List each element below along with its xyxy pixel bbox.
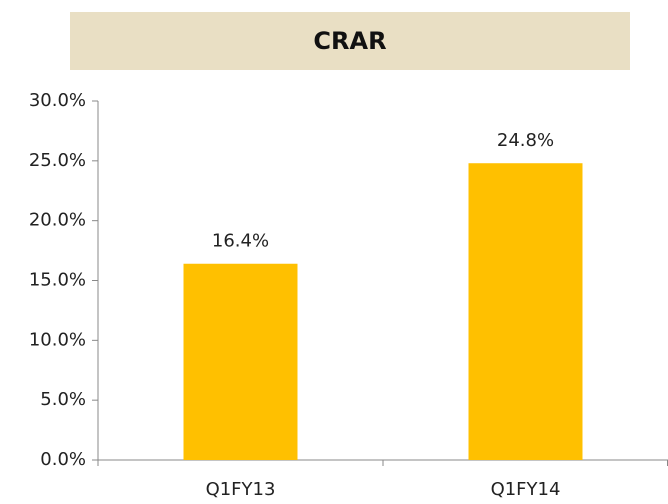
y-tick-label: 5.0% [40,389,86,410]
bar [183,263,298,460]
x-tick-label: Q1FY13 [206,479,276,500]
y-tick-label: 10.0% [29,329,86,350]
y-tick-label: 25.0% [29,150,86,171]
chart-title: CRAR [313,27,386,55]
x-tick-label: Q1FY14 [491,479,561,500]
y-tick-label: 30.0% [29,90,86,111]
title-box [70,12,630,70]
bar [468,163,583,460]
y-tick-label: 20.0% [29,210,86,231]
data-label: 16.4% [212,231,269,252]
data-label: 24.8% [497,130,554,151]
y-tick-label: 15.0% [29,270,86,291]
y-tick-label: 0.0% [40,449,86,470]
